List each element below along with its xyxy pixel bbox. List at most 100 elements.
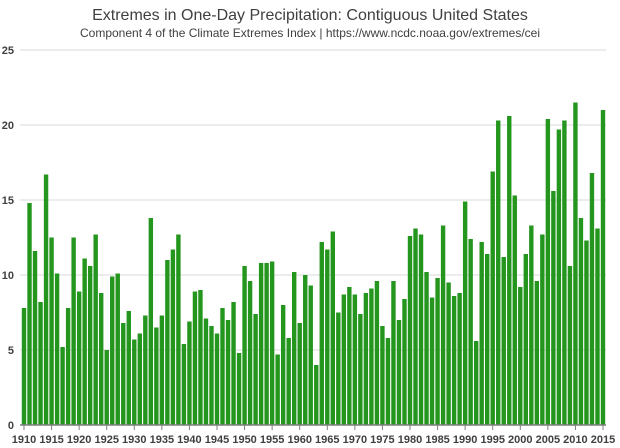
bar-1959 bbox=[292, 272, 297, 425]
bar-1976 bbox=[385, 338, 391, 425]
bar-1951 bbox=[247, 281, 253, 425]
bar-1967 bbox=[336, 312, 341, 425]
bar-2004 bbox=[540, 234, 545, 425]
bar-2003 bbox=[534, 281, 540, 425]
bar-1912 bbox=[32, 251, 38, 425]
bar-1973 bbox=[369, 288, 374, 425]
bar-1918 bbox=[65, 308, 71, 425]
bar-1937 bbox=[170, 249, 176, 425]
bar-1962 bbox=[308, 285, 313, 425]
bar-1993 bbox=[479, 242, 484, 425]
bar-1980 bbox=[407, 236, 413, 425]
bar-1927 bbox=[115, 273, 120, 425]
bar-1949 bbox=[236, 353, 242, 425]
bar-1991 bbox=[468, 239, 473, 425]
bar-1957 bbox=[280, 305, 286, 425]
bar-1958 bbox=[286, 338, 291, 425]
bar-2000 bbox=[518, 287, 523, 425]
bar-1923 bbox=[93, 234, 98, 425]
bar-1934 bbox=[154, 327, 159, 425]
x-tick-label: 1930 bbox=[122, 434, 146, 446]
bar-1986 bbox=[440, 225, 446, 425]
bar-1975 bbox=[380, 326, 385, 425]
y-tick-label: 20 bbox=[2, 120, 14, 132]
bar-1985 bbox=[435, 278, 440, 425]
x-tick-label: 1950 bbox=[232, 434, 256, 446]
bar-1925 bbox=[104, 350, 109, 425]
bar-1989 bbox=[457, 293, 462, 425]
bar-1915 bbox=[49, 237, 54, 425]
chart-title: Extremes in One-Day Precipitation: Conti… bbox=[92, 7, 528, 24]
bars bbox=[21, 102, 606, 425]
bar-1969 bbox=[347, 287, 352, 425]
x-tick-label: 1945 bbox=[205, 434, 229, 446]
bar-1970 bbox=[352, 294, 358, 425]
bar-1978 bbox=[396, 320, 402, 425]
bar-2001 bbox=[523, 254, 528, 425]
bar-1964 bbox=[319, 242, 324, 425]
bar-1941 bbox=[192, 291, 198, 425]
x-tick-label: 1910 bbox=[12, 434, 36, 446]
x-tick-label: 1970 bbox=[343, 434, 367, 446]
bar-1928 bbox=[121, 323, 126, 425]
bar-1966 bbox=[330, 231, 335, 425]
x-tick-label: 2010 bbox=[563, 434, 587, 446]
chart-subtitle: Component 4 of the Climate Extremes Inde… bbox=[80, 26, 540, 40]
bar-1983 bbox=[424, 272, 429, 425]
bar-1938 bbox=[176, 234, 181, 425]
x-tick-label: 1995 bbox=[480, 434, 504, 446]
bar-1942 bbox=[198, 290, 203, 425]
bar-1972 bbox=[363, 293, 369, 425]
bar-1999 bbox=[512, 195, 517, 425]
y-tick-label: 10 bbox=[2, 270, 14, 282]
x-tick-label: 1985 bbox=[425, 434, 449, 446]
y-tick-label: 0 bbox=[8, 420, 14, 432]
bar-1924 bbox=[99, 293, 104, 425]
bar-1988 bbox=[451, 296, 457, 425]
bar-1946 bbox=[220, 308, 225, 425]
bar-1994 bbox=[485, 254, 490, 425]
bar-2011 bbox=[578, 218, 584, 425]
bar-1979 bbox=[402, 299, 407, 425]
bar-1913 bbox=[38, 302, 43, 425]
x-tick-label: 2005 bbox=[536, 434, 560, 446]
x-tick-label: 1925 bbox=[94, 434, 118, 446]
bar-1952 bbox=[253, 314, 258, 425]
bar-1948 bbox=[231, 302, 236, 425]
bar-2013 bbox=[589, 173, 595, 425]
bar-1965 bbox=[325, 249, 330, 425]
x-axis: 1910 1915 1920 1925 1930 1935 1940 1945 1950 1955… bbox=[12, 425, 615, 446]
bar-2010 bbox=[573, 102, 578, 425]
x-tick-label: 1935 bbox=[150, 434, 174, 446]
bar-1931 bbox=[137, 333, 142, 425]
x-tick-label: 2015 bbox=[591, 434, 615, 446]
bar-2006 bbox=[551, 191, 556, 425]
bar-1992 bbox=[473, 341, 479, 425]
bar-1998 bbox=[507, 116, 512, 425]
bar-1939 bbox=[181, 344, 187, 425]
bar-1919 bbox=[71, 237, 76, 425]
bar-1974 bbox=[374, 281, 380, 425]
bar-1955 bbox=[269, 261, 275, 425]
bar-1987 bbox=[446, 282, 451, 425]
x-tick-label: 1920 bbox=[67, 434, 91, 446]
bar-1996 bbox=[496, 120, 501, 425]
bar-1984 bbox=[429, 297, 435, 425]
bar-1977 bbox=[391, 281, 396, 425]
bar-2014 bbox=[595, 228, 600, 425]
bar-1956 bbox=[275, 354, 280, 425]
bar-1945 bbox=[214, 333, 220, 425]
bar-1940 bbox=[187, 321, 192, 425]
bar-1929 bbox=[126, 311, 131, 425]
bar-2009 bbox=[567, 266, 573, 425]
bar-2007 bbox=[556, 129, 562, 425]
bar-1953 bbox=[258, 263, 264, 425]
bar-1982 bbox=[418, 234, 424, 425]
bar-2015 bbox=[600, 110, 606, 425]
bar-1922 bbox=[87, 266, 93, 425]
x-tick-label: 1960 bbox=[287, 434, 311, 446]
bar-1932 bbox=[143, 315, 148, 425]
bar-1963 bbox=[314, 365, 319, 425]
bar-1960 bbox=[297, 323, 302, 425]
